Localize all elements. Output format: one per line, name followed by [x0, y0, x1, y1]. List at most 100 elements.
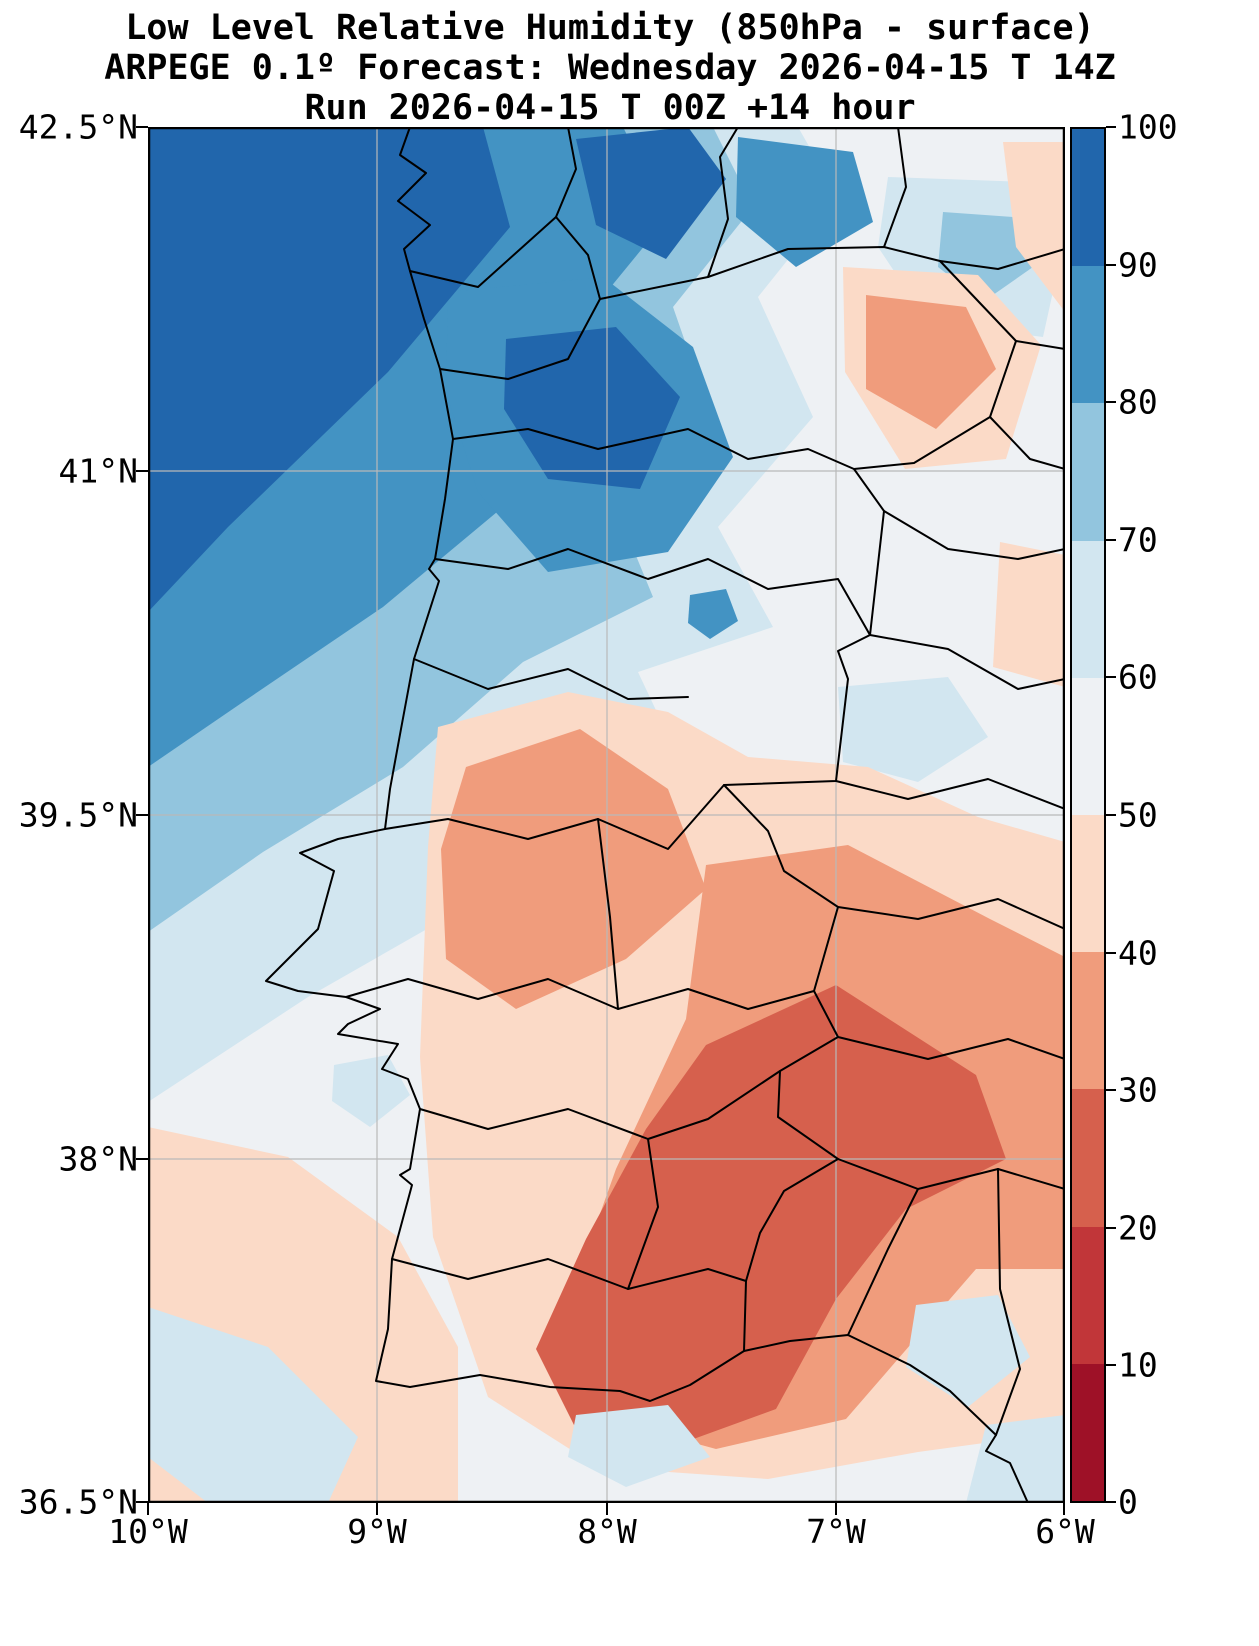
district-boundary [434, 548, 871, 636]
province-boundary [835, 778, 1065, 810]
rh-band-90-100-atlantic [148, 127, 510, 612]
district-boundary [452, 428, 855, 470]
lon-tick-mark [1063, 1503, 1065, 1515]
rh-band-30-40-ne-patch [866, 295, 996, 429]
rh-band-60-70-sw-streak [148, 1307, 358, 1503]
title-line-1: Low Level Relative Humidity (850hPa - su… [125, 8, 1095, 48]
colorbar-tick-label: 50 [1118, 795, 1158, 835]
colorbar-tick-label: 60 [1118, 657, 1158, 697]
district-boundary [384, 784, 725, 850]
lat-tick-mark [136, 1158, 148, 1160]
colorbar-segment-60-70 [1072, 540, 1104, 678]
colorbar-tick-mark [1106, 126, 1116, 128]
colorbar-tick-mark [1106, 401, 1116, 403]
province-boundary [837, 1036, 1065, 1060]
district-boundary [597, 818, 619, 1010]
figure-title-block: Low Level Relative Humidity (850hPa - su… [0, 8, 1220, 128]
province-boundary [939, 248, 1065, 270]
coastline [265, 127, 1029, 1503]
rh-band-40-50-east-edge [993, 542, 1065, 687]
humidity-contour-map [148, 127, 1065, 1503]
province-boundary [847, 1188, 919, 1336]
map-plot [148, 127, 1065, 1503]
district-boundary [391, 1258, 747, 1290]
province-boundary [995, 1168, 1021, 1436]
rh-band-40-50-tr-corner [1003, 142, 1065, 312]
colorbar-tick-label: 100 [1118, 107, 1178, 147]
lat-tick-mark [136, 814, 148, 816]
title-line-3: Run 2026-04-15 T 00Z +14 hour [304, 88, 916, 128]
colorbar-tick-mark [1106, 952, 1116, 954]
province-boundary [837, 1158, 1065, 1190]
lat-tick-label: 41°N [58, 451, 138, 491]
colorbar-tick-label: 90 [1118, 245, 1158, 285]
province-boundary [883, 510, 1065, 560]
colorbar-tick-mark [1106, 264, 1116, 266]
rh-band-20-30-core [536, 985, 1006, 1449]
colorbar-segment-90-100 [1072, 129, 1104, 267]
rh-band-60-70-se-coast [906, 1295, 1030, 1407]
colorbar-segment-20-30 [1072, 1089, 1104, 1227]
colorbar-segment-10-20 [1072, 1226, 1104, 1364]
district-boundary [439, 298, 601, 380]
colorbar-segment-70-80 [1072, 403, 1104, 541]
lon-tick-label: 7°W [806, 1512, 866, 1551]
province-boundary [555, 127, 577, 218]
colorbar-tick-mark [1106, 1501, 1116, 1503]
province-boundary [883, 127, 907, 248]
province-boundary [989, 416, 1065, 470]
lon-tick-mark [835, 1503, 837, 1515]
province-boundary [869, 634, 1065, 690]
district-boundary [345, 978, 815, 1010]
lat-tick-label: 42.5°N [18, 107, 138, 147]
colorbar-tick-label: 40 [1118, 933, 1158, 973]
rh-band-80-90-small-spot [688, 589, 738, 639]
lat-tick-mark [136, 1501, 148, 1503]
colorbar-tick-label: 70 [1118, 520, 1158, 560]
lat-tick-mark [136, 126, 148, 128]
colorbar-tick-mark [1106, 1089, 1116, 1091]
colorbar-segment-40-50 [1072, 815, 1104, 953]
lat-tick-label: 38°N [58, 1139, 138, 1179]
province-boundary [1015, 340, 1065, 350]
lon-tick-label: 9°W [347, 1512, 407, 1551]
lon-tick-label: 10°W [108, 1512, 188, 1551]
district-boundary [419, 1070, 781, 1140]
lon-tick-label: 6°W [1035, 1512, 1095, 1551]
colorbar-tick-label: 80 [1118, 382, 1158, 422]
rh-band-90-100-top-center [576, 127, 726, 259]
humidity-field [148, 127, 1065, 1503]
colorbar-segment-30-40 [1072, 952, 1104, 1090]
rh-band-60-70-br-corner [966, 1415, 1065, 1503]
district-boundary [627, 1138, 659, 1290]
province-boundary [707, 127, 739, 278]
rh-band-30-40-west-ridge [441, 729, 706, 1009]
colorbar-segment-80-90 [1072, 266, 1104, 404]
rh-band-60-70-south-coast [568, 1405, 710, 1487]
rh-band-80-90-top-center [736, 137, 873, 267]
colorbar-segment-50-60 [1072, 677, 1104, 816]
rh-band-90-100-porto-core [504, 327, 680, 489]
colorbar-tick-mark [1106, 539, 1116, 541]
colorbar-tick-label: 10 [1118, 1345, 1158, 1385]
province-boundary [837, 898, 1065, 930]
lon-tick-label: 8°W [577, 1512, 637, 1551]
title-line-2: ARPEGE 0.1º Forecast: Wednesday 2026-04-… [104, 48, 1116, 88]
colorbar [1070, 127, 1106, 1503]
lat-tick-mark [136, 470, 148, 472]
boundaries [265, 127, 1065, 1503]
lon-tick-mark [376, 1503, 378, 1515]
colorbar-tick-mark [1106, 1364, 1116, 1366]
district-boundary [413, 658, 689, 700]
lon-tick-mark [606, 1503, 608, 1515]
lat-tick-label: 39.5°N [18, 795, 138, 835]
colorbar-tick-label: 0 [1118, 1482, 1138, 1522]
colorbar-tick-mark [1106, 814, 1116, 816]
plot-frame [148, 127, 1065, 1503]
colorbar-tick-label: 20 [1118, 1208, 1158, 1248]
lat-tick-label: 36.5°N [18, 1482, 138, 1522]
rh-band-60-70-mid-east-patch [838, 677, 988, 782]
colorbar-tick-label: 30 [1118, 1070, 1158, 1110]
colorbar-segment-0-10 [1072, 1363, 1104, 1502]
colorbar-tick-mark [1106, 676, 1116, 678]
